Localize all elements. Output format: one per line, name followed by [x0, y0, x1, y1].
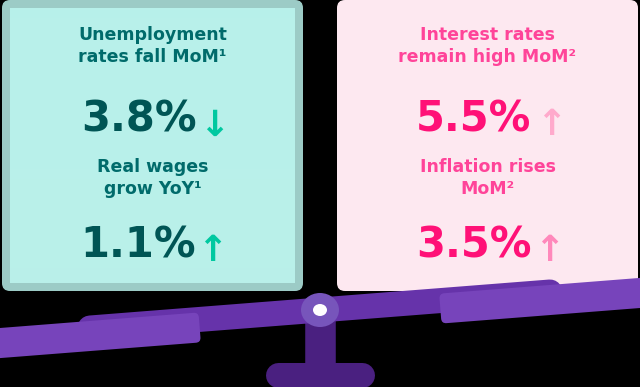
- FancyBboxPatch shape: [337, 0, 638, 291]
- Text: 3.5%: 3.5%: [416, 225, 531, 267]
- Text: ↑: ↑: [197, 234, 228, 268]
- Ellipse shape: [301, 293, 339, 327]
- Text: ↓: ↓: [200, 109, 230, 143]
- Text: ↑: ↑: [536, 108, 566, 142]
- Text: Interest rates
remain high MoM²: Interest rates remain high MoM²: [399, 26, 577, 66]
- FancyBboxPatch shape: [2, 0, 303, 291]
- Text: 5.5%: 5.5%: [416, 99, 531, 141]
- Text: 1.1%: 1.1%: [81, 225, 196, 267]
- Text: ↑: ↑: [534, 234, 564, 268]
- Text: Inflation rises
MoM²: Inflation rises MoM²: [419, 158, 556, 198]
- FancyBboxPatch shape: [440, 277, 640, 323]
- Text: Real wages
grow YoY¹: Real wages grow YoY¹: [97, 158, 208, 198]
- Text: 3.8%: 3.8%: [81, 99, 196, 141]
- Ellipse shape: [313, 304, 327, 316]
- Text: Unemployment
rates fall MoM¹: Unemployment rates fall MoM¹: [78, 26, 227, 66]
- FancyBboxPatch shape: [0, 313, 200, 359]
